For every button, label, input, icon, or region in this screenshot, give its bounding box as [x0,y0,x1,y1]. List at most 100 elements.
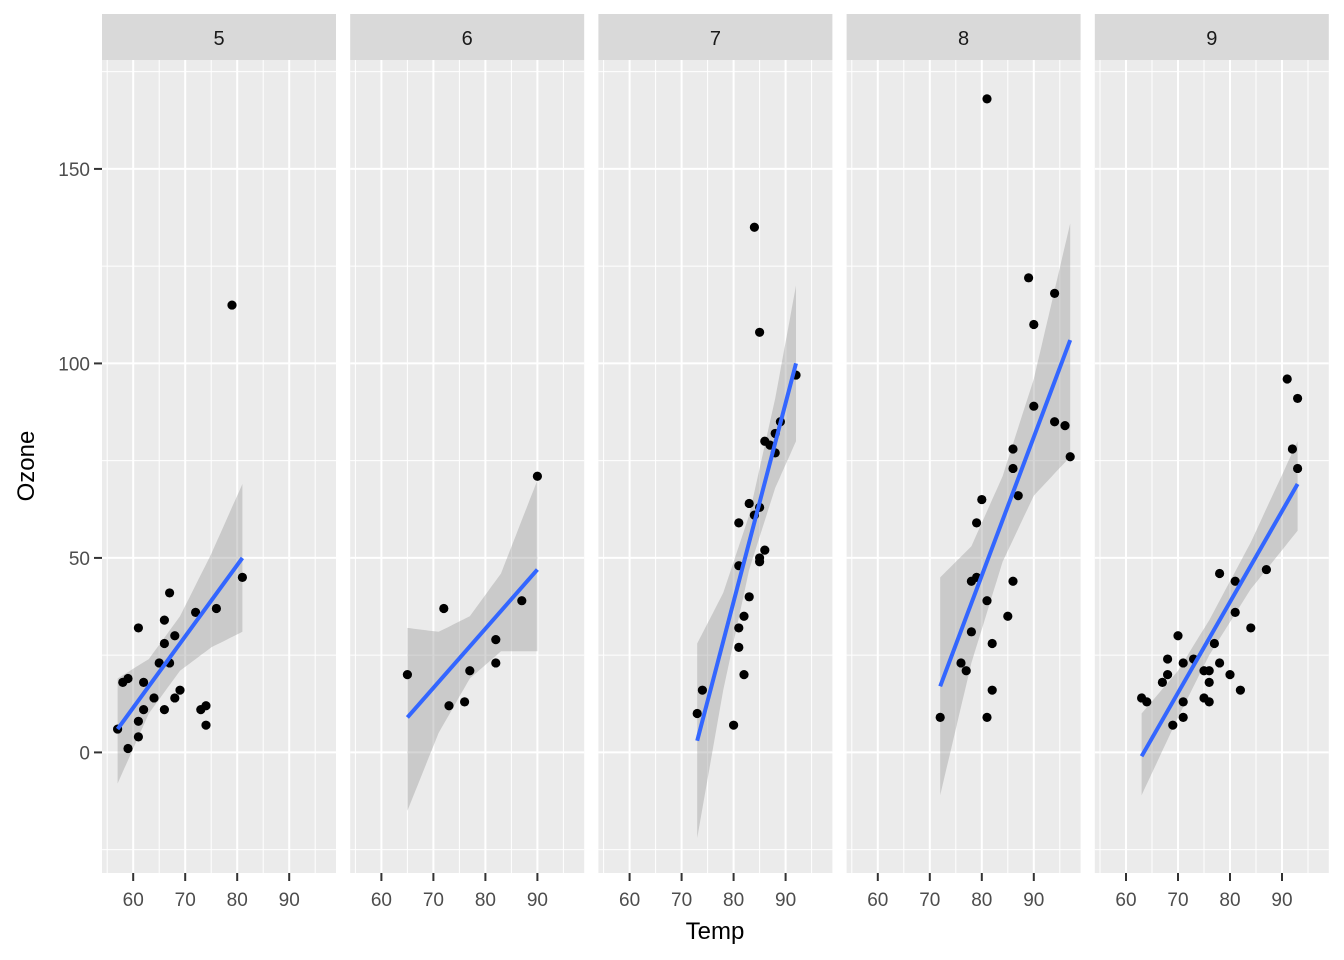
facet-strip-label: 7 [710,28,721,50]
data-point [729,720,739,730]
data-point [749,222,760,232]
data-point [1157,677,1167,687]
data-point [956,658,966,668]
panel-background [102,60,336,873]
data-point [755,327,765,337]
x-tick-label: 80 [723,890,744,911]
facet-strip-label: 8 [958,28,969,50]
data-point [1163,654,1173,664]
data-point [1235,685,1245,695]
data-point [532,471,543,481]
x-tick-label: 70 [919,890,940,911]
data-point [133,623,143,633]
data-point [491,635,501,645]
data-point [165,588,175,598]
regression-line [938,339,1073,687]
panel-background [846,60,1081,873]
data-point [1173,631,1183,641]
data-point [1261,564,1271,575]
facet-strip-label: 6 [462,28,473,50]
data-point [966,627,977,637]
data-point [1013,491,1023,501]
data-point [133,716,143,726]
data-point [517,596,527,606]
data-point [1178,697,1188,707]
data-point [133,732,143,742]
data-point [170,631,180,641]
facet-panel-6: 6 60 70 80 90 [350,14,585,911]
data-point [139,677,149,687]
facet-strip-label: 9 [1206,28,1217,50]
data-point [1204,666,1214,676]
data-point [987,638,997,649]
data-point [977,494,987,505]
data-point [987,685,997,695]
confidence-band [697,285,796,839]
data-point [739,670,749,680]
data-point [1293,393,1303,404]
data-point [961,666,971,676]
facet-panel-8: 8 60 70 80 90 [846,14,1081,911]
data-point [201,701,211,711]
data-point [1008,576,1018,586]
data-point [460,697,470,707]
data-point [123,673,133,684]
facet-strip [598,14,833,60]
data-point [697,685,708,695]
facet-panel-7: 7 60 70 80 90 [598,14,833,911]
data-point [1003,611,1013,621]
x-tick-label: 60 [619,890,640,911]
data-point [1287,444,1297,454]
data-point [1225,670,1235,680]
x-tick-label: 70 [671,890,692,911]
data-point [744,592,754,602]
x-tick-label: 90 [527,890,548,911]
data-point [734,623,744,633]
confidence-band [117,484,243,784]
data-point [1178,658,1188,668]
data-point [1065,452,1075,462]
data-point [760,545,770,555]
data-point [982,94,992,104]
facet-strip [102,14,336,60]
data-point [692,708,702,719]
data-point [159,638,169,649]
data-point [1178,712,1188,723]
x-tick-label: 80 [227,890,248,911]
data-point [1029,319,1039,330]
data-point [1142,697,1152,707]
data-point [739,611,749,621]
data-point [734,642,744,652]
data-point [149,693,159,703]
data-point [734,518,744,528]
data-point [123,743,133,754]
data-point [1293,463,1303,474]
x-tick-label: 80 [475,890,496,911]
data-point [402,670,412,680]
regression-line [1139,483,1300,758]
data-point [1050,417,1060,427]
x-tick-label: 60 [1115,890,1136,911]
data-point [439,603,449,614]
panel-background [598,60,833,873]
y-tick-label: 50 [69,549,90,570]
x-tick-label: 70 [423,890,444,911]
data-point [237,572,247,582]
data-point [444,701,454,711]
regression-line [405,568,539,719]
facet-strip [1094,14,1329,60]
data-point [744,498,754,509]
x-tick-label: 60 [371,890,392,911]
x-tick-label: 90 [775,890,796,911]
data-point [159,615,169,625]
facet-strip-label: 5 [213,28,224,50]
data-point [1029,401,1039,411]
data-point [972,518,982,528]
x-tick-label: 90 [1023,890,1044,911]
x-tick-label: 90 [1271,890,1292,911]
facet-panel-9: 9 60 70 80 90 [1094,14,1329,911]
panel-background [350,60,585,873]
data-point [491,658,501,668]
data-point [211,603,221,614]
